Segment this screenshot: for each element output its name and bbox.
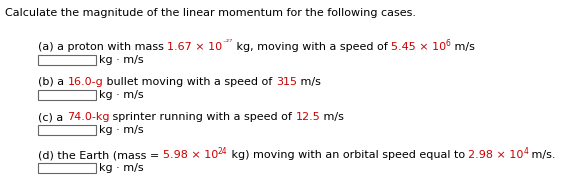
- Text: Calculate the magnitude of the linear momentum for the following cases.: Calculate the magnitude of the linear mo…: [5, 8, 416, 18]
- Bar: [38, 163, 96, 173]
- Text: 16.0-g: 16.0-g: [68, 77, 103, 87]
- Text: 2.98 × 10: 2.98 × 10: [469, 150, 523, 160]
- Text: 74.0-kg: 74.0-kg: [67, 112, 109, 122]
- Text: kg) moving with an orbital speed equal to: kg) moving with an orbital speed equal t…: [227, 150, 469, 160]
- Text: 12.5: 12.5: [295, 112, 320, 122]
- Text: ⁻²⁷: ⁻²⁷: [223, 38, 233, 48]
- Text: 315: 315: [276, 77, 297, 87]
- Text: (d) the Earth (mass =: (d) the Earth (mass =: [38, 150, 163, 160]
- Text: m/s: m/s: [297, 77, 321, 87]
- Bar: [38, 55, 96, 65]
- Text: m/s: m/s: [320, 112, 344, 122]
- Text: bullet moving with a speed of: bullet moving with a speed of: [103, 77, 276, 87]
- Text: (b) a: (b) a: [38, 77, 68, 87]
- Text: 4: 4: [523, 146, 529, 156]
- Text: 6: 6: [446, 38, 451, 48]
- Text: kg · m/s: kg · m/s: [99, 125, 144, 135]
- Text: m/s: m/s: [451, 42, 475, 52]
- Text: sprinter running with a speed of: sprinter running with a speed of: [109, 112, 295, 122]
- Text: kg · m/s: kg · m/s: [99, 163, 144, 173]
- Text: 5.98 × 10: 5.98 × 10: [163, 150, 218, 160]
- Text: kg · m/s: kg · m/s: [99, 90, 144, 100]
- Bar: [38, 90, 96, 100]
- Text: 1.67 × 10: 1.67 × 10: [167, 42, 223, 52]
- Text: (c) a: (c) a: [38, 112, 67, 122]
- Text: 5.45 × 10: 5.45 × 10: [391, 42, 446, 52]
- Text: kg, moving with a speed of: kg, moving with a speed of: [233, 42, 391, 52]
- Text: kg · m/s: kg · m/s: [99, 55, 144, 65]
- Text: (a) a proton with mass: (a) a proton with mass: [38, 42, 167, 52]
- Bar: [38, 125, 96, 135]
- Text: 24: 24: [218, 146, 227, 156]
- Text: m/s.: m/s.: [529, 150, 556, 160]
